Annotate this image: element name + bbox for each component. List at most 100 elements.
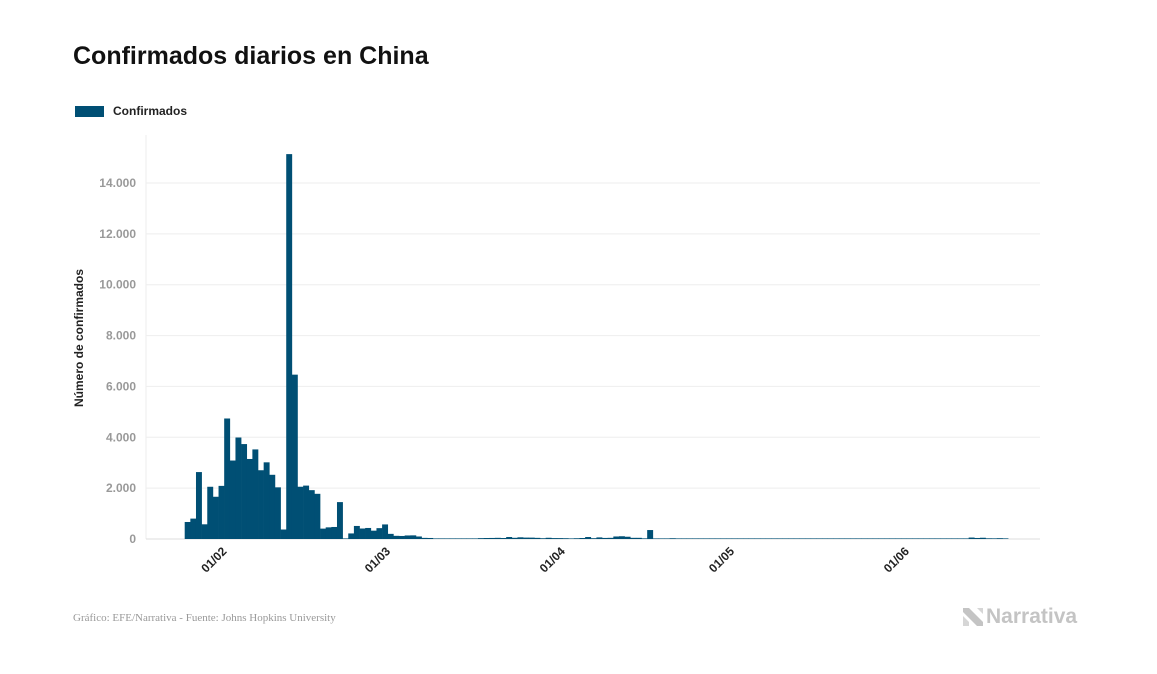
bar <box>325 527 332 539</box>
bar <box>353 525 360 539</box>
x-tick-label: 01/03 <box>362 544 393 575</box>
bar <box>427 537 434 539</box>
bar <box>545 537 552 539</box>
bar <box>675 538 682 539</box>
bar <box>382 524 389 539</box>
bar <box>827 538 834 539</box>
bar <box>940 538 947 539</box>
bar <box>889 538 896 539</box>
bar <box>979 537 986 539</box>
bar <box>867 538 874 539</box>
bar <box>342 538 349 539</box>
bar <box>534 537 541 539</box>
bar <box>850 538 857 539</box>
bar <box>229 460 236 539</box>
bar <box>556 538 563 539</box>
bar <box>432 538 439 539</box>
bar <box>404 535 411 539</box>
bar <box>799 538 806 539</box>
bar <box>743 538 749 539</box>
bar <box>280 529 287 539</box>
y-tick-label: 6.000 <box>106 379 136 393</box>
bar <box>523 537 530 539</box>
bar <box>596 537 603 539</box>
bar <box>884 538 890 539</box>
bar <box>788 538 795 539</box>
chart-title: Confirmados diarios en China <box>73 42 429 70</box>
legend-label: Confirmados <box>113 104 188 118</box>
bar <box>957 538 964 539</box>
bar <box>776 538 783 539</box>
bar <box>974 537 981 539</box>
bar <box>900 538 907 539</box>
bar <box>579 538 586 539</box>
bar <box>613 536 620 539</box>
bar <box>246 458 253 539</box>
bar <box>410 535 417 539</box>
bar <box>568 538 575 539</box>
y-tick-label: 2.000 <box>106 481 136 495</box>
bar <box>692 538 699 539</box>
bar <box>681 538 687 539</box>
bar <box>511 537 518 539</box>
bar <box>754 538 761 539</box>
bar <box>607 537 614 539</box>
bar <box>466 538 473 539</box>
bar <box>258 470 264 539</box>
bar <box>477 538 484 539</box>
bar <box>585 537 592 539</box>
bar <box>449 538 456 539</box>
bar <box>838 538 845 539</box>
bar <box>365 527 372 539</box>
bar <box>963 538 969 539</box>
bar <box>184 521 191 539</box>
legend-swatch <box>75 105 104 117</box>
bar <box>917 538 924 539</box>
bar <box>291 374 298 539</box>
bar <box>658 538 665 539</box>
bar <box>274 487 281 539</box>
bar <box>494 537 501 539</box>
bar <box>844 538 851 539</box>
bar <box>652 538 659 539</box>
bar <box>602 537 608 539</box>
bar <box>816 538 823 539</box>
bar <box>624 536 631 539</box>
bar <box>551 538 558 539</box>
bar <box>489 537 496 539</box>
bar <box>297 486 304 539</box>
bar <box>331 526 338 539</box>
bar <box>235 437 242 539</box>
bar <box>500 538 507 539</box>
bar <box>720 538 727 539</box>
bar <box>472 538 479 539</box>
bar <box>201 524 208 539</box>
bar <box>731 538 738 539</box>
bar <box>861 538 868 539</box>
bar <box>314 493 321 539</box>
bar <box>190 518 197 539</box>
bar <box>207 486 214 539</box>
bar <box>308 490 315 539</box>
bar <box>415 536 422 539</box>
bar <box>686 538 693 539</box>
y-tick-label: 14.000 <box>99 176 136 190</box>
bar <box>810 538 817 539</box>
bar <box>906 538 913 539</box>
bar <box>444 538 451 539</box>
bar <box>703 538 710 539</box>
y-tick-label: 8.000 <box>106 329 136 343</box>
bar <box>461 538 467 539</box>
bar <box>822 538 828 539</box>
bar <box>748 538 755 539</box>
x-tick-label: 01/02 <box>198 544 229 575</box>
y-tick-label: 12.000 <box>99 227 136 241</box>
bar <box>726 538 733 539</box>
bar <box>269 474 276 539</box>
bar <box>303 485 310 539</box>
bar <box>855 538 862 539</box>
bar <box>630 537 637 539</box>
bar <box>647 530 654 539</box>
bar <box>195 472 202 539</box>
